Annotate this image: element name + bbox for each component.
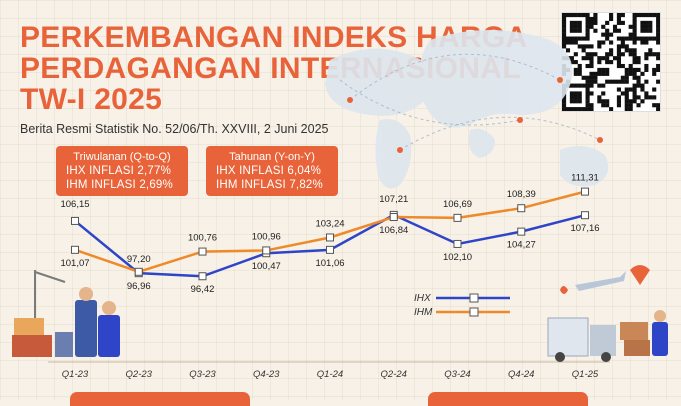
point-marker-ihm [453,213,462,222]
world-map-decoration [325,30,609,189]
point-marker-ihm [581,187,589,196]
point-marker-ihx [517,227,526,236]
legend-ihx-marker [469,293,479,303]
qtoq-summary-box: Triwulanan (Q-to-Q) IHX INFLASI 2,77% IH… [56,146,188,196]
point-marker-ihx [453,239,462,248]
x-tick-label: Q3-23 [189,369,216,380]
data-label-ihm: 111,31 [571,173,599,184]
legend-ihx-label: IHX [414,293,431,304]
point-marker-ihm [326,233,334,242]
release-subtitle: Berita Resmi Statistik No. 52/06/Th. XXV… [20,122,329,136]
data-label-ihm: 100,76 [188,233,217,244]
point-marker-ihx [71,216,79,225]
data-label-ihm: 101,07 [60,258,89,269]
data-label-ihm: 97,20 [127,254,151,265]
data-label-ihm: 108,39 [507,189,536,200]
legend-ihm-label: IHM [414,307,433,318]
yony-ihx: IHX INFLASI 6,04% [216,165,322,177]
qr-code-icon[interactable] [561,12,661,112]
yony-summary-box: Tahunan (Y-on-Y) IHX INFLASI 6,04% IHM I… [206,146,338,196]
chart-legend: IHX IHM [414,293,510,318]
bottom-decor-right [428,392,588,406]
bottom-decor-left [70,392,250,406]
point-marker-ihm [262,246,271,255]
x-tick-label: Q2-24 [381,369,407,380]
plot-area: 106,15 96,96 96,42 100,47 101,06 107,21 102,10… [60,173,599,296]
point-marker-ihx [198,272,207,281]
point-marker-ihx [581,211,589,220]
x-tick-label: Q4-23 [253,369,280,380]
delivery-illustration [547,265,668,362]
data-label-ihx: 96,42 [191,284,215,295]
data-label-ihx: 102,10 [443,252,472,263]
data-label-ihx: 104,27 [507,240,536,251]
data-label-ihx: 96,96 [127,281,151,292]
data-label-ihm: 106,84 [379,225,408,236]
qtoq-label: Triwulanan (Q-to-Q) [73,151,171,163]
route-lines-decoration [339,53,601,151]
title-line-3: TW-I 2025 [20,83,163,116]
data-label-ihm: 100,96 [252,231,281,242]
data-label-ihm: 106,69 [443,199,472,210]
x-tick-label: Q1-25 [572,369,599,380]
data-label-ihx: 101,06 [315,258,344,269]
data-label-ihx: 100,47 [252,261,281,272]
yony-ihm: IHM INFLASI 7,82% [216,179,323,191]
qtoq-ihm: IHM INFLASI 2,69% [66,179,173,191]
point-marker-ihm [134,267,143,276]
data-label-ihx: 106,15 [60,199,89,210]
point-marker-ihm [71,245,79,254]
qtoq-ihx: IHX INFLASI 2,77% [66,165,172,177]
point-marker-ihm [517,204,526,213]
point-marker-ihm [389,213,398,222]
x-tick-label: Q4-24 [508,369,534,380]
data-label-ihm: 103,24 [315,218,344,229]
data-label-ihx: 107,21 [379,194,408,205]
legend-ihm-marker [469,307,479,317]
x-tick-label: Q1-24 [317,369,343,380]
x-tick-label: Q2-23 [126,369,153,380]
data-label-ihx: 107,16 [570,223,599,234]
x-tick-label: Q3-24 [444,369,470,380]
point-marker-ihm [198,247,207,256]
cargo-port-illustration [12,270,120,357]
x-axis-ticks: Q1-23 Q2-23 Q3-23 Q4-23 Q1-24 Q2-24 Q3-24 Q4-24… [62,369,599,380]
point-marker-ihx [326,245,334,254]
route-dots [347,77,603,153]
yony-label: Tahunan (Y-on-Y) [229,151,315,163]
x-tick-label: Q1-23 [62,369,89,380]
